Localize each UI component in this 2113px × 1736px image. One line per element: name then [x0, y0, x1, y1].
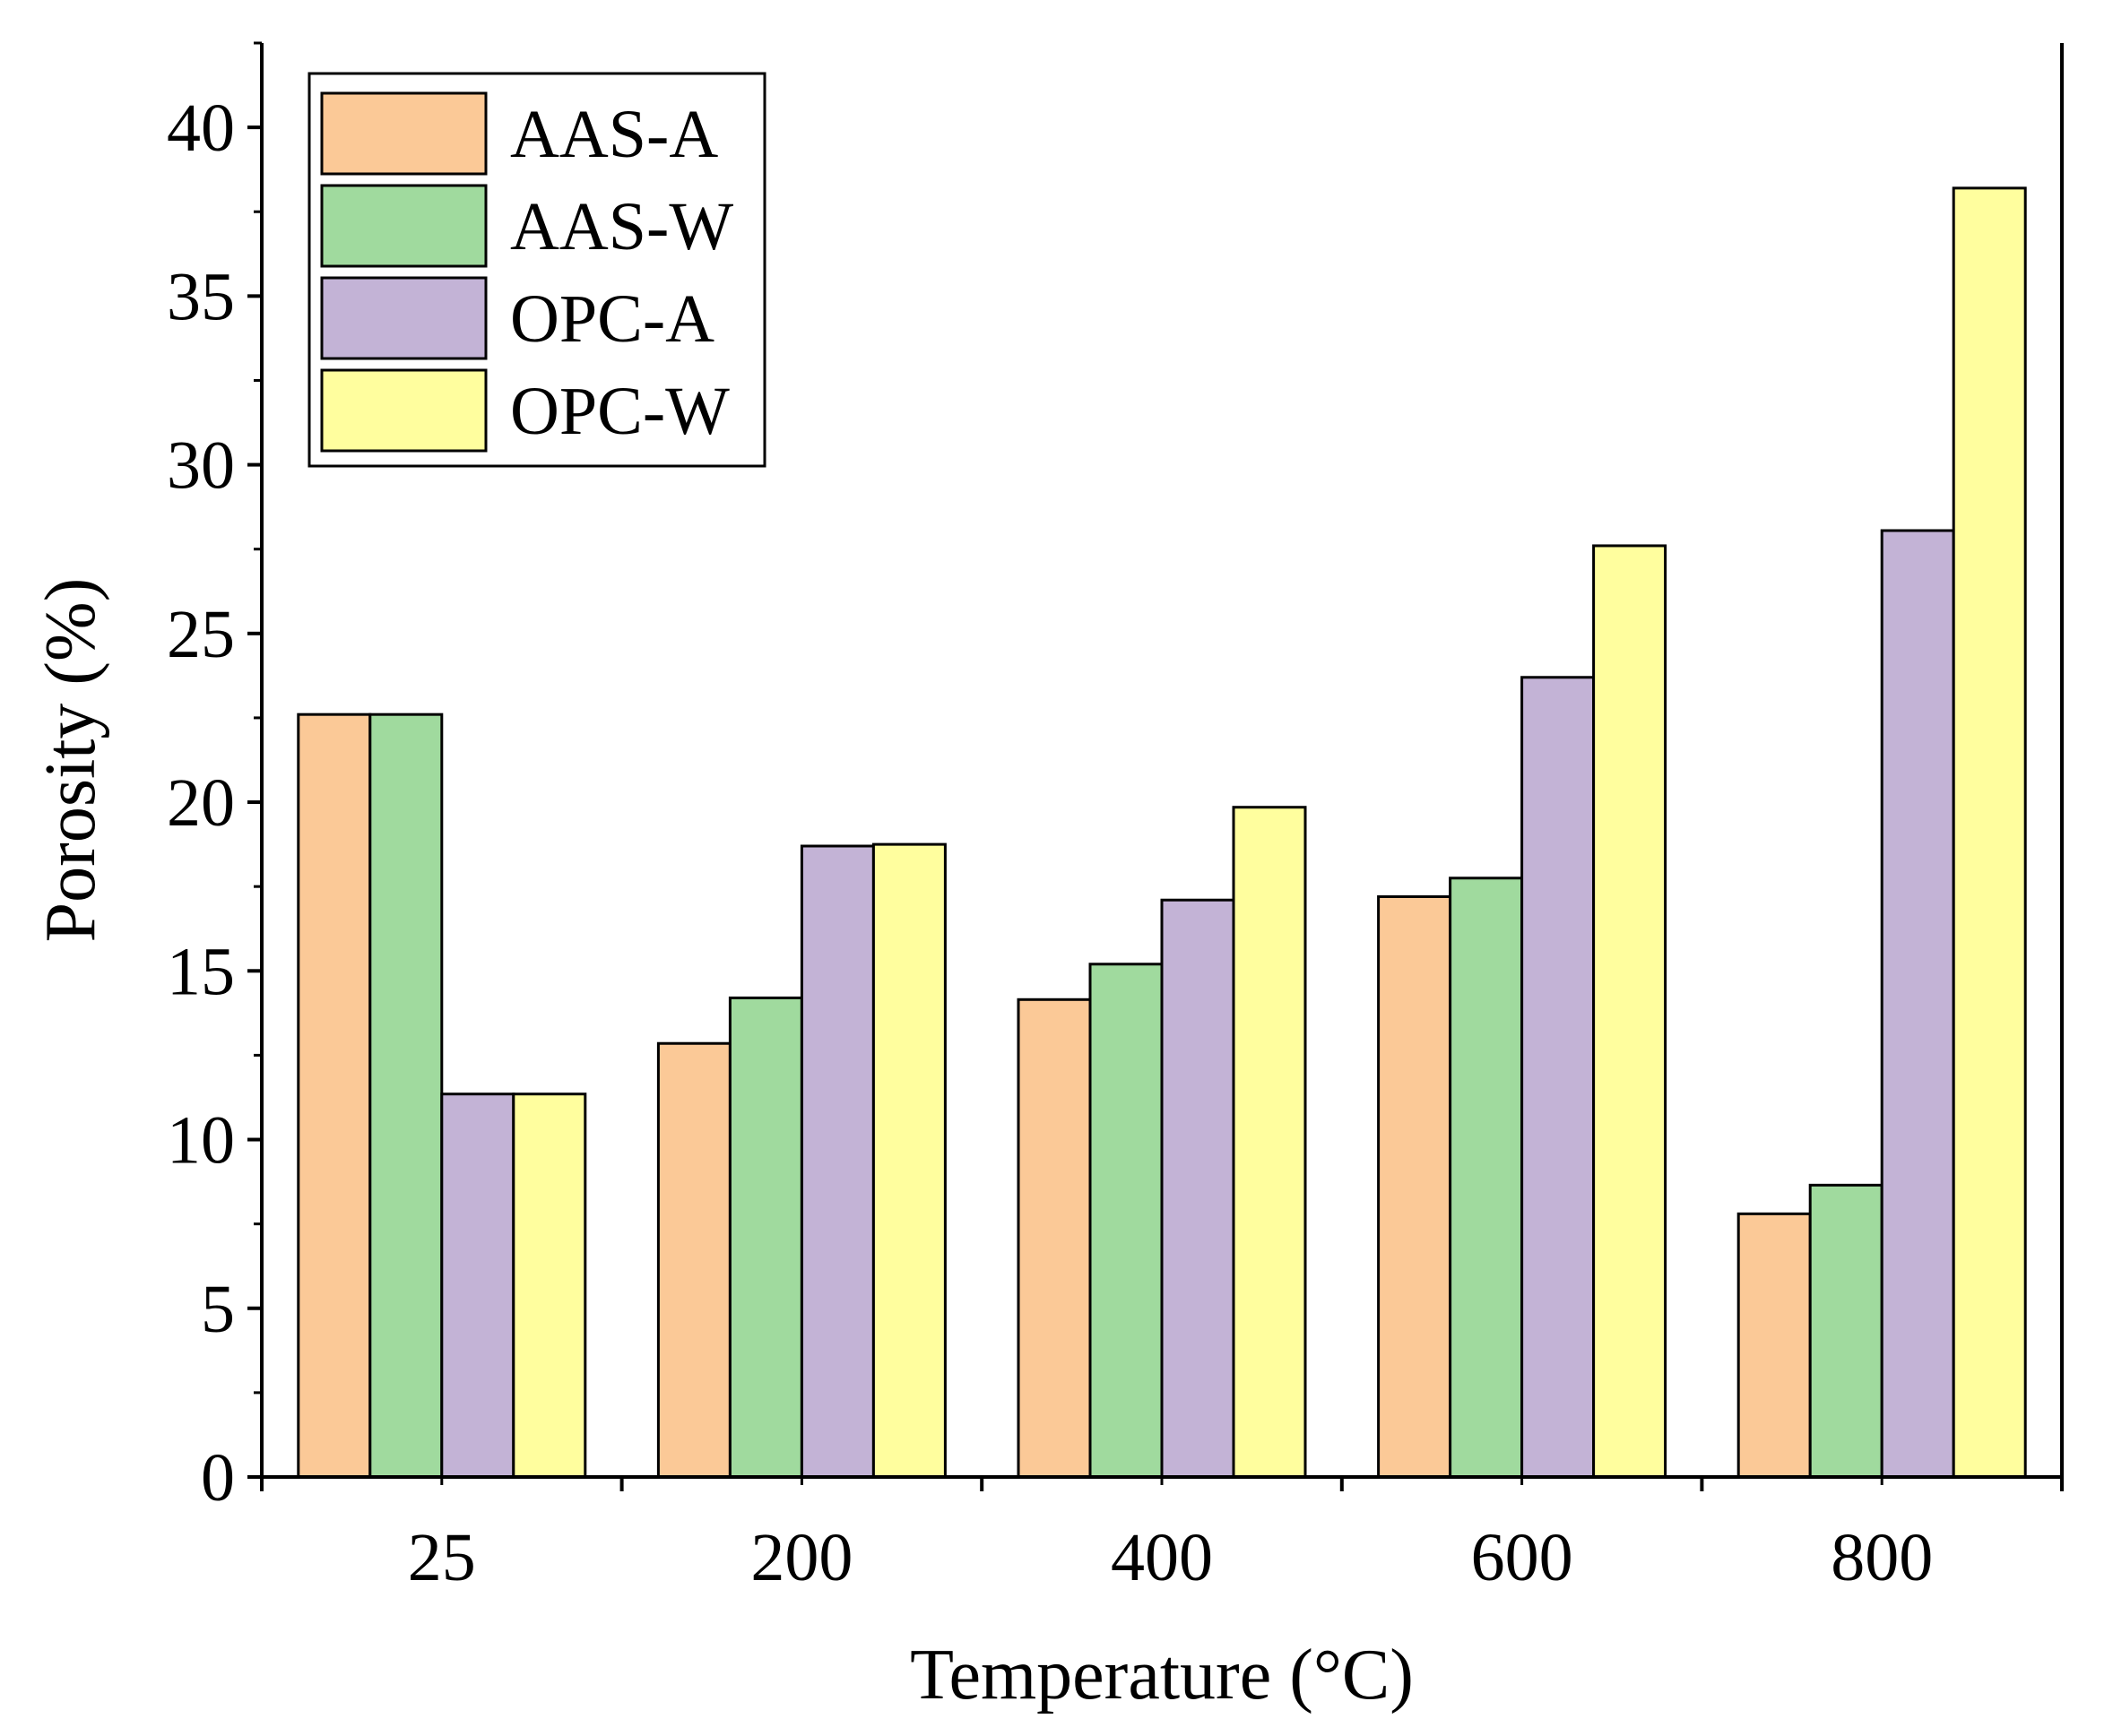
bar-aas-w-600: [1449, 877, 1524, 1479]
bar-aas-w-25: [368, 713, 444, 1479]
x-tick-label: 600: [1471, 1520, 1573, 1595]
legend-swatch-aas-a: [320, 91, 488, 176]
y-tick-label: 20: [167, 765, 235, 841]
bar-aas-a-600: [1377, 894, 1452, 1479]
legend-swatch-aas-w: [320, 184, 488, 268]
bar-aas-w-200: [728, 996, 803, 1479]
ticks-layer: 0 5 10 15 20 25 30 35 40 25 200 400 600 800: [167, 41, 2064, 1595]
legend-label-opc-w: OPC-W: [510, 374, 730, 449]
bar-opc-a-200: [800, 844, 875, 1479]
bar-aas-w-400: [1088, 963, 1164, 1479]
bar-opc-a-800: [1880, 529, 1955, 1479]
bar-opc-w-800: [1952, 186, 2027, 1479]
legend-label-aas-w: AAS-W: [510, 189, 733, 264]
x-tick-label: 800: [1831, 1520, 1933, 1595]
bar-opc-a-25: [440, 1093, 515, 1479]
x-tick-label: 200: [750, 1520, 853, 1595]
bar-aas-a-200: [656, 1041, 732, 1479]
bar-opc-w-600: [1592, 544, 1667, 1479]
y-tick-label: 35: [167, 259, 235, 334]
bar-aas-a-400: [1017, 998, 1092, 1479]
y-tick-label: 40: [167, 91, 235, 166]
legend-swatch-opc-w: [320, 368, 488, 453]
x-tick-label: 25: [408, 1520, 476, 1595]
bar-opc-w-25: [512, 1093, 587, 1479]
y-axis-title: Porosity (%): [31, 578, 110, 943]
y-tick-label: 25: [167, 597, 235, 672]
x-tick-label: 400: [1111, 1520, 1213, 1595]
y-tick-label: 0: [201, 1440, 235, 1516]
bar-opc-w-400: [1232, 806, 1307, 1479]
bar-aas-a-800: [1736, 1212, 1812, 1479]
legend-label-aas-a: AAS-A: [510, 97, 718, 172]
bar-aas-a-25: [297, 713, 372, 1479]
x-axis-title: Temperature (°C): [910, 1636, 1414, 1714]
legend: AAS-A AAS-W OPC-A OPC-W: [307, 72, 766, 468]
y-tick-label: 5: [201, 1272, 235, 1347]
y-tick-label: 15: [167, 934, 235, 1009]
legend-label-opc-a: OPC-A: [510, 281, 714, 357]
legend-swatch-opc-a: [320, 276, 488, 360]
y-tick-label: 10: [167, 1103, 235, 1179]
bar-opc-a-600: [1520, 676, 1596, 1479]
bar-aas-w-800: [1808, 1183, 1884, 1479]
y-tick-label: 30: [167, 428, 235, 504]
bars-layer: [297, 186, 2027, 1479]
bar-opc-a-400: [1160, 898, 1235, 1479]
bar-opc-w-200: [871, 842, 947, 1479]
